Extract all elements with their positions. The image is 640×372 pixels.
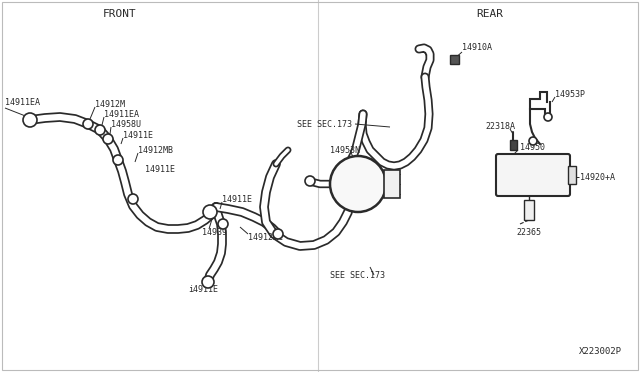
Text: X223002P: X223002P — [579, 347, 621, 356]
Bar — [524, 200, 534, 220]
FancyBboxPatch shape — [496, 154, 570, 196]
Text: 14912M: 14912M — [95, 99, 125, 109]
Text: 14920+A: 14920+A — [580, 173, 615, 182]
Text: 14910A: 14910A — [462, 42, 492, 51]
Text: SEE SEC.173: SEE SEC.173 — [297, 119, 352, 128]
Text: FRONT: FRONT — [103, 9, 137, 19]
Text: 14950: 14950 — [520, 142, 545, 151]
Circle shape — [529, 137, 537, 145]
Text: 14953P: 14953P — [555, 90, 585, 99]
Circle shape — [544, 113, 552, 121]
Circle shape — [202, 276, 214, 288]
Text: 14911EA: 14911EA — [5, 97, 40, 106]
Circle shape — [218, 219, 228, 229]
Circle shape — [273, 229, 283, 239]
Text: 14958U: 14958U — [111, 119, 141, 128]
Circle shape — [113, 155, 123, 165]
Text: 14953N: 14953N — [330, 145, 360, 154]
Text: 14911EA: 14911EA — [104, 109, 139, 119]
Text: 14911E: 14911E — [222, 195, 252, 203]
Circle shape — [128, 194, 138, 204]
Text: REAR: REAR — [477, 9, 504, 19]
Circle shape — [305, 176, 315, 186]
Circle shape — [330, 156, 386, 212]
Circle shape — [103, 134, 113, 144]
Bar — [384, 170, 400, 198]
Circle shape — [83, 119, 93, 129]
Text: 22365: 22365 — [516, 228, 541, 237]
Text: 14912MC: 14912MC — [248, 232, 283, 241]
Circle shape — [203, 205, 217, 219]
Text: 14939: 14939 — [202, 228, 227, 237]
Bar — [450, 55, 459, 64]
Bar — [568, 166, 576, 184]
Text: 14911E: 14911E — [123, 131, 153, 140]
Text: 14912MB: 14912MB — [138, 145, 173, 154]
Circle shape — [23, 113, 37, 127]
Text: SEE SEC.173: SEE SEC.173 — [330, 270, 385, 279]
Text: 14911E: 14911E — [145, 164, 175, 173]
Text: i4911E: i4911E — [188, 285, 218, 295]
Text: 22318A: 22318A — [485, 122, 515, 131]
Circle shape — [95, 125, 105, 135]
Bar — [510, 140, 517, 150]
